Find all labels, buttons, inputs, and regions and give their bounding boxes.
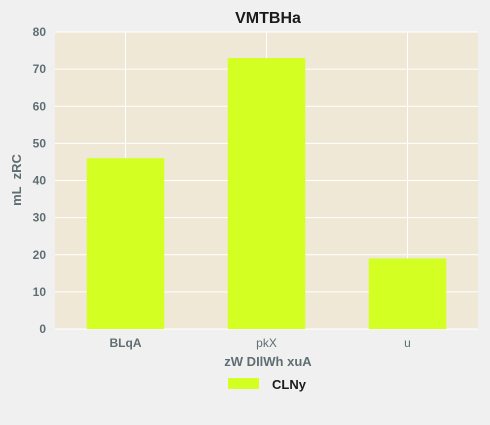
- y-axis-label: mL zRC: [9, 154, 24, 206]
- y-axis-ticks: 0 10 20 30 40 50 60 70 80: [33, 25, 47, 336]
- bars: [86, 57, 447, 330]
- x-tick-label: pkX: [256, 336, 277, 350]
- y-tick-label: 40: [33, 174, 47, 188]
- bar-pkX: [227, 57, 306, 330]
- y-tick-label: 50: [33, 136, 47, 150]
- y-tick-label: 10: [33, 285, 47, 299]
- legend-label: CLNy: [272, 377, 307, 392]
- chart-title: VMTBHa: [235, 10, 301, 27]
- legend: CLNy: [228, 377, 307, 392]
- legend-swatch: [228, 378, 259, 389]
- y-tick-label: 20: [33, 248, 47, 262]
- bar-BLqA: [86, 158, 165, 329]
- y-tick-label: 60: [33, 99, 47, 113]
- x-axis-label: zW DIlWh xuA: [224, 354, 312, 369]
- bar-u: [368, 258, 447, 329]
- x-tick-label: BLqA: [110, 336, 142, 350]
- y-tick-label: 0: [39, 322, 46, 336]
- x-tick-label: u: [404, 336, 411, 350]
- x-axis-ticks: BLqA pkX u: [110, 336, 411, 350]
- y-tick-label: 70: [33, 62, 47, 76]
- y-tick-label: 80: [33, 25, 47, 39]
- y-tick-label: 30: [33, 211, 47, 225]
